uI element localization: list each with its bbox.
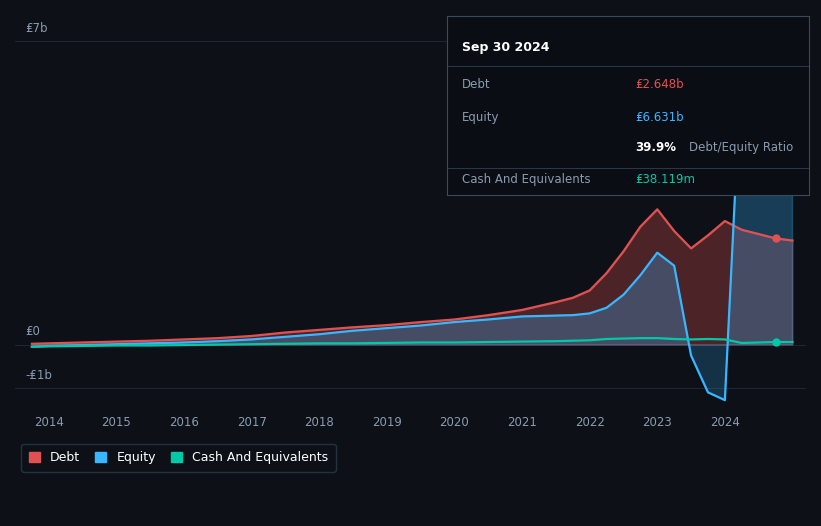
Point	[769, 234, 782, 242]
Text: ₤6.631b: ₤6.631b	[635, 110, 684, 124]
Text: 39.9%: 39.9%	[635, 141, 677, 154]
Text: Cash And Equivalents: Cash And Equivalents	[462, 173, 590, 186]
Text: Equity: Equity	[462, 110, 499, 124]
Text: Sep 30 2024: Sep 30 2024	[462, 41, 549, 54]
Text: Debt: Debt	[462, 78, 490, 92]
Text: ₤2.648b: ₤2.648b	[635, 78, 684, 92]
Text: ₤7b: ₤7b	[25, 22, 48, 35]
Text: Debt/Equity Ratio: Debt/Equity Ratio	[690, 141, 794, 154]
Legend: Debt, Equity, Cash And Equivalents: Debt, Equity, Cash And Equivalents	[21, 444, 336, 472]
Text: ₤38.119m: ₤38.119m	[635, 173, 695, 186]
Point	[769, 24, 782, 32]
Point	[769, 338, 782, 346]
Text: -₤1b: -₤1b	[25, 369, 52, 381]
Text: ₤0: ₤0	[25, 325, 40, 338]
